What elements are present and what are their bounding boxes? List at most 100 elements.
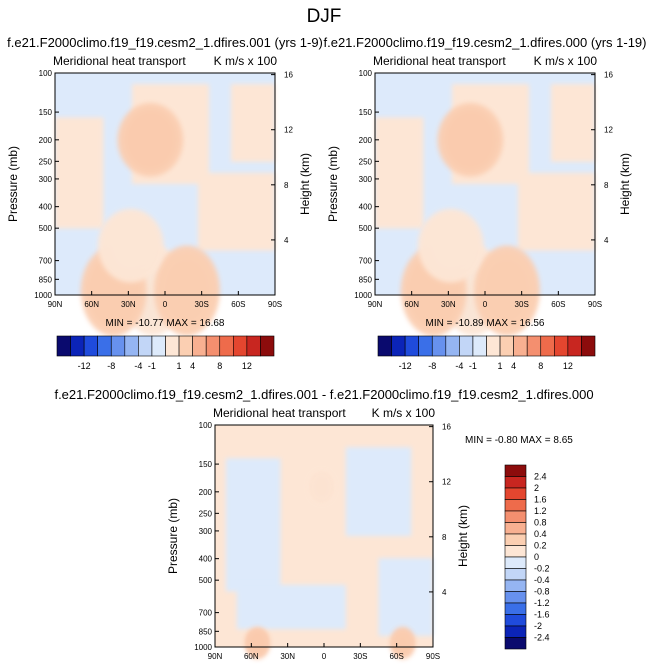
y-tick-label: 700 [199,609,213,618]
colorbar-label: -1 [469,361,477,371]
x-tick-label: 30N [280,652,295,661]
y-tick-label: 300 [359,175,373,184]
y-tick-label: 700 [39,257,53,266]
field-contour [244,626,271,660]
y-right-tick-label: 4 [604,236,609,245]
colorbar-label: -0.2 [534,564,550,574]
y-tick-label: 250 [359,157,373,166]
y-tick-label: 500 [39,224,53,233]
y-right-tick-label: 16 [442,423,451,432]
y-axis-title: Pressure (mb) [166,498,180,574]
field-contour [437,102,504,177]
x-tick-label: 30S [353,652,367,661]
colorbar-box [138,335,153,357]
y-tick-label: 850 [39,275,53,284]
x-tick-label: 90S [268,300,282,309]
colorbar-box [205,335,221,357]
colorbar-label: 1 [498,361,503,371]
y-tick-label: 100 [39,69,53,78]
y-right-tick-label: 16 [604,71,613,80]
y-tick-label: 1000 [194,643,212,652]
colorbar-box [504,499,527,512]
colorbar-label: 0 [534,552,539,562]
field-contour [154,245,220,336]
x-tick-label: 60S [551,300,565,309]
colorbar-box [178,335,193,357]
x-tick-label: 90N [368,300,383,309]
field-contour [389,626,416,660]
colorbar-label: -1 [148,361,156,371]
min-max-stats: MIN = -10.77 MAX = 16.68 [106,318,225,329]
colorbar-label: -2.4 [534,633,550,643]
x-tick-label: 90N [48,300,63,309]
colorbar-box [504,487,527,500]
y-tick-label: 200 [359,136,373,145]
colorbar-box [504,602,527,615]
field-patch [198,172,275,251]
y-tick-label: 1000 [34,291,52,300]
colorbar-label: 12 [242,361,252,371]
colorbar-label: -1.2 [534,598,550,608]
colorbar-box [540,335,555,357]
colorbar-label: 0.2 [534,541,547,551]
y-right-axis-title: Height (km) [298,153,312,215]
y-tick-label: 200 [39,136,53,145]
field-contour [417,208,484,283]
field-contour [117,102,184,177]
colorbar-box [504,510,527,523]
y-axis-title: Pressure (mb) [6,146,20,222]
colorbar-box [260,335,275,357]
y-tick-label: 150 [39,108,53,117]
colorbar-box [83,335,98,357]
colorbar-box [431,335,447,357]
x-tick-label: 90S [588,300,602,309]
x-tick-label: 90N [208,652,223,661]
x-tick-label: 0 [163,300,168,309]
right-string: K m/s x 100 [372,406,436,420]
y-tick-label: 400 [199,555,213,564]
panel-title: f.e21.F2000climo.f19_f19.cesm2_1.dfires.… [7,35,323,50]
y-tick-label: 200 [199,488,213,497]
x-tick-label: 30N [441,300,456,309]
colorbar-box [504,579,527,592]
colorbar-box [504,464,527,477]
colorbar-box [504,568,527,581]
x-tick-label: 60S [390,652,404,661]
colorbar-box [377,335,392,357]
colorbar-label: -2 [534,621,542,631]
colorbar-box [486,335,501,357]
x-tick-label: 30S [515,300,529,309]
y-tick-label: 300 [199,527,213,536]
colorbar-label: 0.4 [534,529,547,539]
colorbar-box [110,335,126,357]
left-string: Meridional heat transport [53,54,186,68]
colorbar-box [219,335,234,357]
colorbar-main-left: -12 -8 -4 -1 1 4 8 12 [56,335,275,371]
y-tick-label: 400 [39,203,53,212]
y-tick-label: 250 [199,509,213,518]
field-patch [551,84,595,162]
colorbar-label: 12 [563,361,573,371]
colorbar-label: -4 [455,361,463,371]
x-tick-label: 0 [483,300,488,309]
page-title: DJF [307,6,342,27]
left-string: Meridional heat transport [213,406,346,420]
panel-difference: f.e21.F2000climo.f19_f19.cesm2_1.dfires.… [54,387,593,661]
x-tick-label: 60N [244,652,259,661]
colorbar-label: -12 [399,361,412,371]
y-right-tick-label: 8 [284,181,289,190]
y-tick-label: 700 [359,257,373,266]
min-max-stats: MIN = -10.89 MAX = 16.56 [426,318,545,329]
colorbar-label: 8 [217,361,222,371]
colorbar-difference: 2.42 1.61.2 0.80.4 0.20 -0.2-0.4 -0.8-1.2 -1.6… [504,464,550,650]
y-tick-label: 100 [359,69,373,78]
colorbar-label: -4 [134,361,142,371]
colorbar-box [124,335,139,357]
colorbar-box [418,335,433,357]
colorbar-box [70,335,85,357]
colorbar-box [97,335,112,357]
field-patch [225,458,281,592]
colorbar-box [391,335,406,357]
panel-model-001: f.e21.F2000climo.f19_f19.cesm2_1.dfires.… [6,35,323,337]
